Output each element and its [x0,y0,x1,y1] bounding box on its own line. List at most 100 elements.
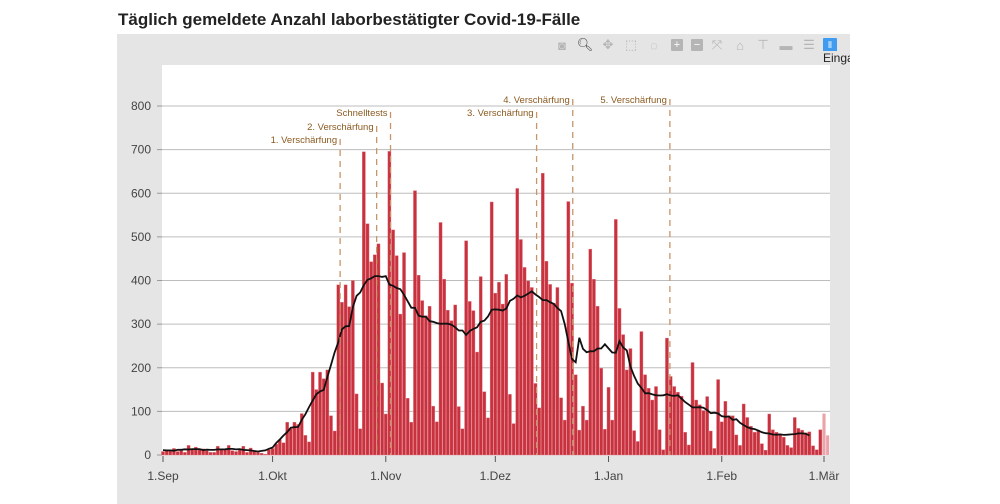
bar [581,405,585,456]
bar [216,446,220,456]
bar [690,362,695,456]
bar [628,348,633,456]
bar [438,222,443,456]
bar [778,434,782,456]
bar [617,308,622,456]
bar [369,261,373,456]
bar [508,394,512,456]
bar [500,303,505,456]
home-icon[interactable]: ⌂ [736,37,744,53]
bar [519,239,523,456]
bar [654,386,658,456]
hover-compare-icon[interactable]: ☰ [803,37,815,52]
bar [533,383,538,456]
bar [807,431,812,456]
bar [552,302,556,456]
x-tick-label: 1.Nov [370,469,401,483]
x-tick-label: 1.Okt [258,469,287,483]
bar [803,432,808,456]
bar [665,337,669,456]
bar [701,410,706,456]
spike-lines-icon[interactable]: ⊤ [757,37,769,52]
autoscale-icon[interactable]: ⤧ [711,37,723,52]
bar [307,441,311,456]
bar [296,424,300,456]
bar [800,429,804,456]
bar [300,413,304,456]
bar [351,280,355,456]
bar [763,450,768,456]
camera-icon[interactable]: ◙ [558,37,566,53]
bar [380,382,384,456]
bar [511,423,516,456]
bar [237,449,242,456]
y-tick-label: 600 [131,186,151,200]
bar [789,447,793,456]
bar [205,450,209,456]
bar [325,369,330,456]
annotation-label: 3. Verschärfung [467,108,534,119]
zoom-icon[interactable]: 🔍︎ [576,37,594,52]
pan-icon[interactable]: ✥ [602,37,614,52]
bar [424,315,428,456]
bar [405,398,410,456]
bar [303,435,308,456]
bar [431,405,435,456]
annotation-label: 2. Verschärfung [307,122,374,133]
y-tick-label: 200 [131,361,151,375]
bar [493,292,498,456]
zoom-in-icon[interactable]: + [671,39,683,51]
bar-provisional [822,413,826,455]
toolbar-tooltip: Einga [823,51,850,65]
bar [752,432,757,456]
bar [310,371,315,456]
bar [489,201,494,456]
bar [318,371,322,456]
x-tick-label: 1.Sep [147,469,179,483]
x-tick-label: 1.Dez [480,469,511,483]
bar [208,452,213,456]
bar [793,417,797,456]
annotation-label: 4. Verschärfung [503,95,570,106]
bar [570,282,574,456]
bar [676,391,680,456]
bar [321,378,326,456]
bar [716,379,720,456]
bar [818,429,823,456]
bar [234,451,238,456]
rolling-average-line [162,275,810,453]
bar [544,261,549,456]
bar [289,428,293,456]
bar [358,428,362,456]
bar [760,443,764,456]
bar [332,430,337,456]
y-tick-label: 100 [131,404,151,418]
bar [347,306,352,456]
zoom-out-icon[interactable]: − [691,39,703,51]
bar [694,399,698,456]
input-data-icon[interactable]: ⦀ [823,38,837,52]
hover-closest-icon[interactable]: ▬ [779,37,793,53]
bar [595,306,600,456]
bar [245,452,249,456]
bar [197,449,202,456]
bar [281,442,286,456]
bar [683,432,687,456]
bar [460,428,465,456]
bar [774,432,779,456]
bar [698,404,702,456]
bar [573,374,578,456]
bar [621,334,625,456]
box-select-icon[interactable]: ⬚ [624,37,638,52]
y-tick-label: 700 [131,143,151,157]
bar [384,413,388,456]
bar [194,446,198,456]
bar [475,351,479,456]
bar [599,367,603,456]
bar [562,419,567,456]
lasso-select-icon[interactable]: ◌ [650,37,658,53]
y-tick-label: 300 [131,317,151,331]
bar [592,278,596,456]
bar [504,274,509,456]
